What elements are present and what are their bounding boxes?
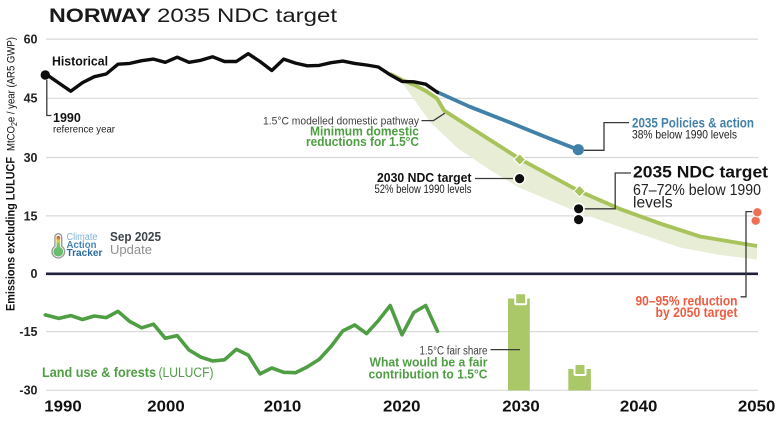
svg-text:Climate: Climate (67, 232, 98, 243)
svg-text:2010: 2010 (264, 399, 302, 416)
svg-text:2035 Policies & action: 2035 Policies & action (632, 115, 754, 130)
svg-text:reference year: reference year (53, 124, 115, 136)
svg-text:by 2050 target: by 2050 target (656, 305, 738, 320)
svg-text:Land use & forests: Land use & forests (42, 365, 156, 380)
svg-text:52% below 1990 levels: 52% below 1990 levels (375, 184, 472, 196)
svg-text:0: 0 (31, 267, 38, 281)
svg-text:(LULUCF): (LULUCF) (159, 365, 214, 380)
svg-text:-15: -15 (19, 325, 37, 339)
svg-text:45: 45 (24, 92, 38, 106)
svg-text:1.5°C fair share: 1.5°C fair share (420, 345, 488, 357)
svg-text:contribution to 1.5°C: contribution to 1.5°C (369, 366, 488, 381)
svg-text:1.5°C modelled domestic pathwa: 1.5°C modelled domestic pathway (263, 116, 419, 128)
svg-text:60: 60 (24, 33, 38, 47)
svg-text:-30: -30 (19, 384, 37, 398)
svg-text:Emissions excluding LULUCF: Emissions excluding LULUCF (4, 157, 18, 311)
svg-text:Tracker: Tracker (67, 248, 103, 259)
svg-text:67–72% below 1990: 67–72% below 1990 (633, 182, 761, 199)
svg-text:Update: Update (110, 242, 152, 257)
svg-text:2020: 2020 (383, 399, 421, 416)
svg-text:2040: 2040 (620, 399, 658, 416)
svg-text:reductions for 1.5°C: reductions for 1.5°C (306, 134, 419, 149)
svg-text:Sep 2025: Sep 2025 (110, 229, 161, 244)
svg-text:Minimum domestic: Minimum domestic (310, 124, 419, 139)
svg-text:30: 30 (24, 151, 38, 165)
svg-text:2030: 2030 (502, 399, 540, 416)
svg-text:1990: 1990 (44, 399, 82, 416)
svg-text:2050: 2050 (738, 399, 776, 416)
svg-text:Action: Action (67, 240, 97, 251)
svg-text:What would be a fair: What would be a fair (370, 355, 488, 370)
svg-text:1990: 1990 (53, 111, 81, 125)
svg-text:2035 NDC target: 2035 NDC target (633, 163, 768, 182)
svg-text:15: 15 (24, 209, 38, 223)
svg-text:90–95% reduction: 90–95% reduction (636, 293, 738, 308)
svg-text:MtCO2e / year (AR5 GWP): MtCO2e / year (AR5 GWP) (6, 37, 20, 151)
svg-text:38% below 1990 levels: 38% below 1990 levels (632, 127, 737, 141)
svg-text:2030 NDC target: 2030 NDC target (377, 171, 472, 185)
svg-text:2000: 2000 (147, 399, 185, 416)
svg-text:levels: levels (633, 195, 673, 212)
svg-text:Historical: Historical (52, 55, 108, 69)
